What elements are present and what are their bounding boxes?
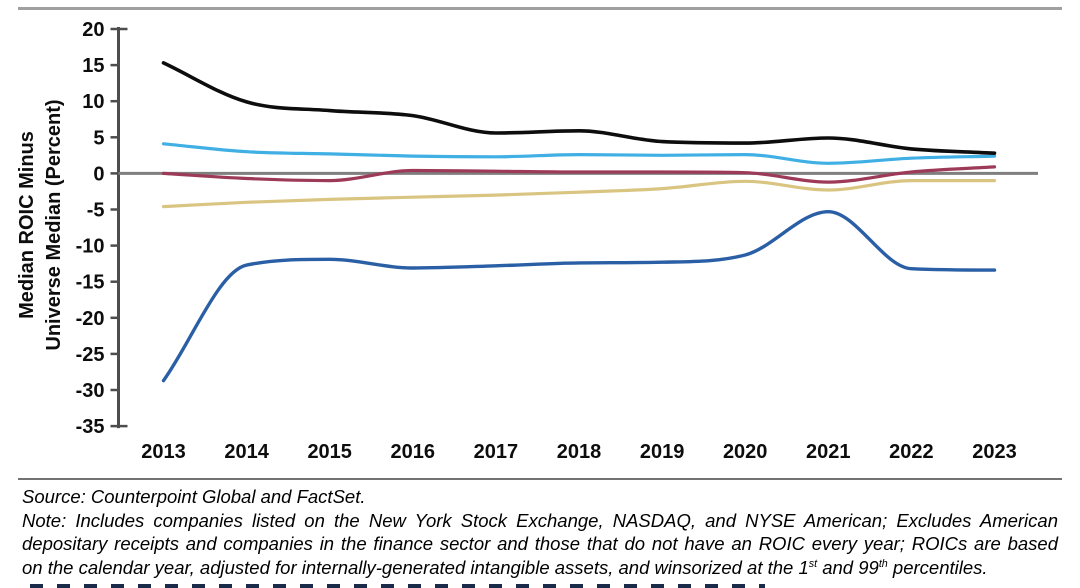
note-text-line2: depositary receipts and companies in the… xyxy=(22,533,1058,554)
note-text-line3: on the calendar year, adjusted for inter… xyxy=(22,556,1058,580)
y-tick-label: -25 xyxy=(76,344,105,366)
x-tick-label: 2021 xyxy=(806,441,851,463)
footer-separator-rule xyxy=(18,478,1062,480)
y-tick-label: 0 xyxy=(93,163,104,185)
series-light-blue-line xyxy=(161,142,997,165)
x-tick-label: 2022 xyxy=(889,441,934,463)
cropped-bottom-artifact xyxy=(30,584,765,588)
y-tick-label: -30 xyxy=(76,380,105,402)
x-tick-label: 2013 xyxy=(141,441,186,463)
note-superscript-th: th xyxy=(878,557,888,570)
series-dark-blue-line xyxy=(161,210,997,383)
x-tick-label: 2014 xyxy=(224,441,269,463)
x-tick-label: 2016 xyxy=(391,441,436,463)
x-tick-label: 2015 xyxy=(307,441,352,463)
x-tick-label: 2023 xyxy=(972,441,1017,463)
x-tick-label: 2018 xyxy=(557,441,602,463)
footer-notes: Source: Counterpoint Global and FactSet.… xyxy=(22,485,1058,579)
note-line3-text: percentiles. xyxy=(887,556,988,578)
y-tick-label: -5 xyxy=(87,200,105,222)
note-superscript-st: st xyxy=(808,557,818,570)
y-tick-label: -20 xyxy=(76,308,105,330)
note-text-line1: Note: Includes companies listed on the N… xyxy=(22,509,1058,531)
series-crimson-line xyxy=(161,165,997,184)
y-tick-label: 10 xyxy=(82,91,104,113)
note-line3-text: and 99 xyxy=(817,556,879,578)
y-tick-label: -15 xyxy=(76,272,105,294)
note-line3-text: on the calendar year, adjusted for inter… xyxy=(22,556,809,578)
top-border-rule xyxy=(18,7,1062,10)
series-tan-line xyxy=(161,178,997,209)
x-tick-label: 2017 xyxy=(474,441,519,463)
y-tick-label: 5 xyxy=(93,127,104,149)
x-tick-label: 2020 xyxy=(723,441,768,463)
y-tick-label: 20 xyxy=(82,19,104,41)
y-tick-label: -35 xyxy=(76,416,105,438)
y-tick-label: -10 xyxy=(76,236,105,258)
source-text: Source: Counterpoint Global and FactSet. xyxy=(22,486,366,507)
y-tick-label: 15 xyxy=(82,55,104,77)
x-tick-label: 2019 xyxy=(640,441,685,463)
series-black-line xyxy=(161,61,997,155)
